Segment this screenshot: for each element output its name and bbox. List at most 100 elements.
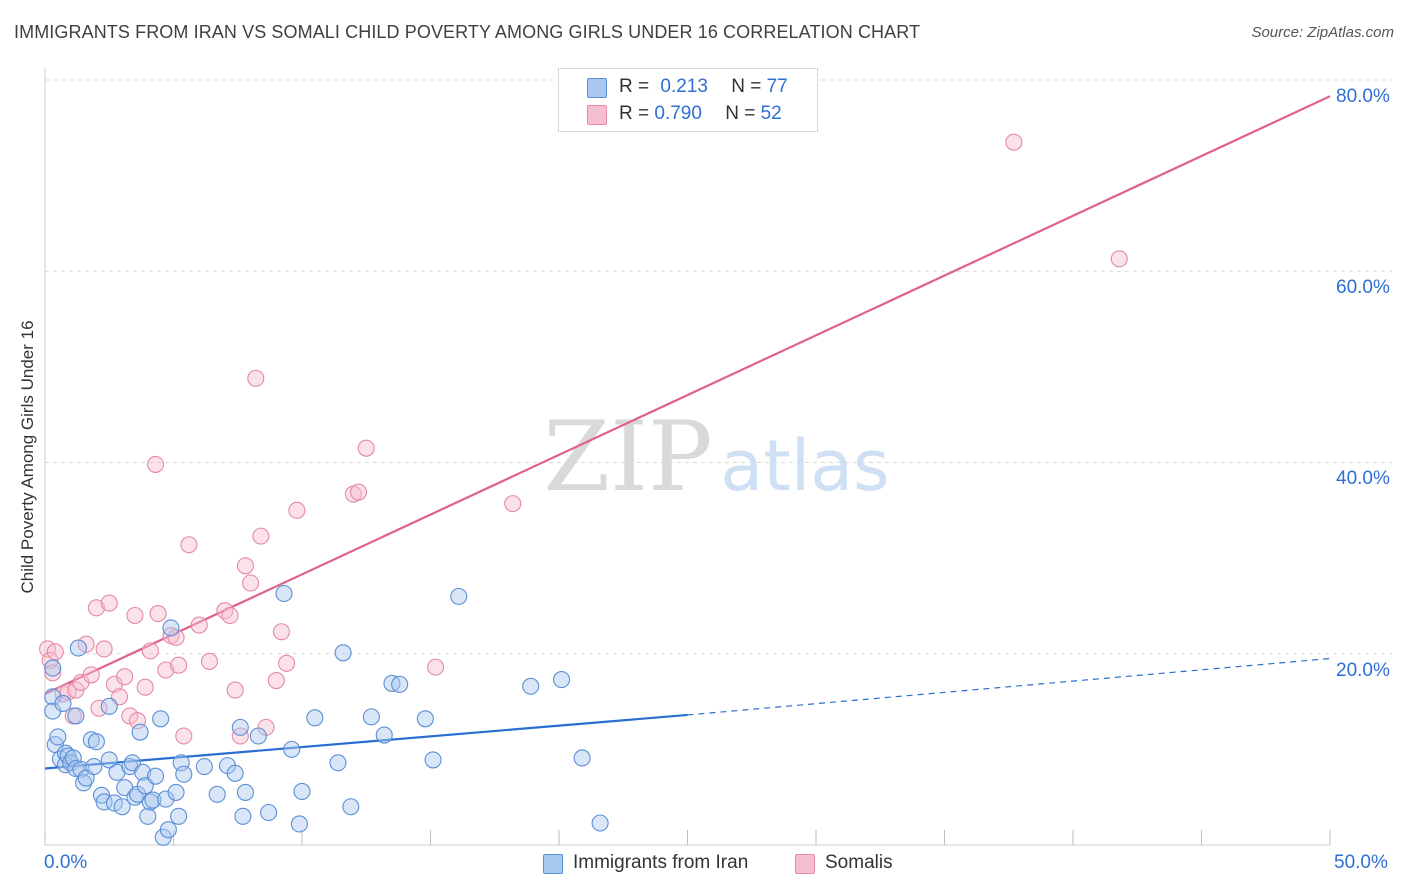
iran-point [167, 783, 185, 801]
iran-point [195, 758, 213, 776]
iran-point [131, 723, 149, 741]
iran-point [159, 821, 177, 839]
iran-point [152, 710, 170, 728]
somali-point [157, 661, 175, 679]
somali-point [267, 671, 285, 690]
iran-point [49, 728, 67, 746]
iran-swatch [587, 78, 607, 98]
iran-point [67, 707, 85, 725]
somali-r-label: R = [619, 103, 655, 124]
iran-trend-line [44, 713, 688, 770]
somali-point [100, 594, 118, 612]
somali-point [226, 681, 244, 699]
iran-point [44, 659, 62, 677]
iran-point [450, 587, 468, 605]
x-tick-max: 50.0% [1334, 852, 1388, 873]
somali-point [242, 574, 260, 592]
iran-point [126, 788, 144, 806]
somali-point [216, 602, 234, 620]
somali-point [116, 668, 134, 686]
somali-point [44, 664, 62, 682]
gridlines [45, 79, 1392, 655]
iran-point [134, 763, 152, 781]
iran-point [306, 709, 324, 727]
iran-r-label: R = [619, 76, 655, 97]
somali-point [247, 369, 265, 387]
iran-point [334, 644, 352, 662]
iran-point [113, 798, 131, 816]
iran-point [44, 688, 62, 706]
stats-legend: R = 0.213 N = 77 R = 0.790 N = 52 [558, 68, 818, 132]
iran-point [424, 751, 442, 769]
somali-point [95, 640, 113, 658]
somali-point [504, 495, 522, 513]
y-tick-40: 40.0% [1336, 468, 1390, 489]
iran-point [54, 694, 72, 713]
somali-point [1005, 133, 1023, 151]
iran-legend-label: Immigrants from Iran [573, 852, 749, 873]
iran-point [226, 764, 244, 782]
y-tick-60: 60.0% [1336, 277, 1390, 298]
somali-point [90, 699, 108, 717]
somali-point [180, 536, 198, 554]
somali-point [200, 652, 219, 670]
iran-point [105, 794, 123, 812]
iran-point [170, 807, 188, 825]
somali-point [357, 439, 375, 457]
somali-point [349, 483, 368, 501]
somali-point [221, 606, 239, 625]
iran-n-value: 77 [766, 76, 788, 97]
iran-point [175, 765, 193, 783]
iran-point [260, 803, 278, 822]
iran-point [329, 754, 347, 772]
y-tick-80: 80.0% [1336, 86, 1390, 107]
somali-point [77, 635, 95, 653]
iran-point [231, 718, 249, 736]
axes [44, 68, 1331, 846]
iran-point [92, 786, 111, 804]
iran-legend-swatch [543, 854, 563, 874]
iran-trend-extension [687, 657, 1331, 716]
somali-point [231, 727, 249, 745]
iran-point [375, 726, 393, 744]
somali-n-value: 52 [760, 103, 782, 124]
iran-point [591, 814, 609, 832]
iran-point [573, 749, 591, 767]
iran-point [146, 767, 165, 785]
somali-trend-line [44, 95, 1331, 695]
iran-point [522, 677, 540, 695]
y-tick-20: 20.0% [1336, 660, 1390, 681]
somali-swatch [587, 105, 607, 125]
iran-point [85, 758, 103, 776]
iran-point [362, 708, 380, 726]
somali-point [136, 678, 154, 696]
iran-points [44, 584, 609, 846]
iran-point [162, 619, 180, 637]
iran-point [290, 815, 308, 833]
iran-point [234, 807, 252, 825]
watermark: ZIP atlas [543, 401, 889, 513]
iran-point [416, 710, 434, 728]
iran-point [249, 727, 267, 745]
iran-point [342, 798, 360, 816]
iran-point [75, 774, 93, 792]
iran-point [100, 751, 118, 769]
iran-point [283, 740, 301, 758]
iran-point [100, 697, 118, 715]
somali-point [149, 605, 167, 623]
somali-point [272, 623, 290, 641]
trend-lines [44, 95, 1331, 770]
iran-r-value: 0.213 [660, 76, 708, 97]
iran-point [157, 790, 175, 808]
iran-point [293, 782, 311, 801]
iran-point [144, 791, 162, 809]
iran-n-label: N = [731, 76, 767, 97]
somali-legend-label: Somalis [825, 852, 893, 873]
iran-point [553, 671, 571, 689]
watermark-zip: ZIP [543, 401, 712, 513]
iran-point [275, 584, 293, 603]
x-tick-min: 0.0% [44, 852, 88, 873]
somali-point [288, 501, 306, 519]
somali-point [252, 527, 270, 545]
